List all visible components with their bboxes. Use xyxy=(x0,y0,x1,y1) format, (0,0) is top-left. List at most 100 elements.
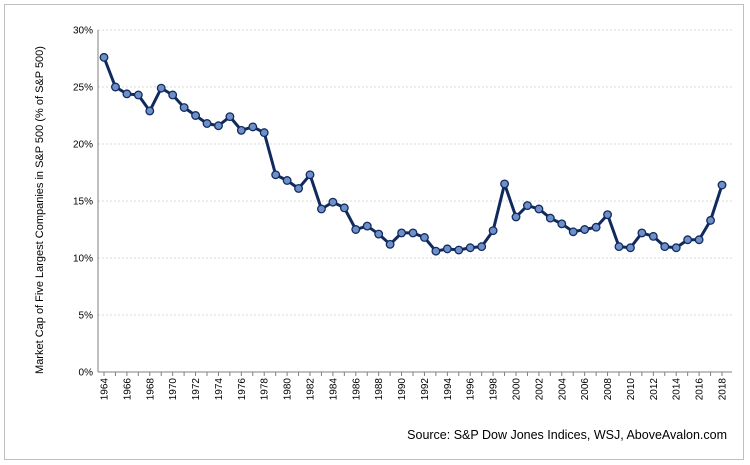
x-tick-label-1986: 1986 xyxy=(351,378,362,401)
data-point-1987 xyxy=(362,221,372,231)
y-tick-label-15: 15% xyxy=(73,197,93,208)
data-point-2014 xyxy=(671,243,681,253)
data-point-1980 xyxy=(282,176,292,185)
x-tick-label-2012: 2012 xyxy=(649,378,660,401)
data-point-1989 xyxy=(385,239,395,249)
x-tick-label-1970: 1970 xyxy=(168,378,179,401)
data-point-2016 xyxy=(694,235,704,245)
x-tick-label-1976: 1976 xyxy=(237,378,248,401)
y-tick-label-5: 5% xyxy=(79,311,94,322)
data-point-1993 xyxy=(431,246,441,256)
data-point-2009 xyxy=(614,242,624,252)
data-point-2008 xyxy=(603,210,613,220)
data-point-1985 xyxy=(339,203,349,213)
data-point-2006 xyxy=(580,225,590,234)
x-tick-label-1980: 1980 xyxy=(283,378,294,401)
data-points xyxy=(99,52,727,256)
data-point-1997 xyxy=(477,242,487,252)
data-point-1973 xyxy=(202,119,212,128)
y-tick-label-0: 0% xyxy=(79,368,94,379)
x-tick-label-1988: 1988 xyxy=(374,378,385,401)
data-point-2004 xyxy=(557,219,567,229)
data-point-2017 xyxy=(706,215,716,225)
data-point-1999 xyxy=(500,179,510,189)
data-point-2000 xyxy=(511,212,521,222)
data-point-2018 xyxy=(717,180,727,190)
series-line xyxy=(102,55,724,253)
x-tick-label-1978: 1978 xyxy=(260,378,271,401)
x-tick-label-1996: 1996 xyxy=(466,378,477,401)
data-point-2010 xyxy=(625,243,635,253)
data-point-1995 xyxy=(454,245,464,255)
data-point-1983 xyxy=(316,204,326,214)
data-point-2001 xyxy=(522,201,532,211)
data-point-1977 xyxy=(248,122,258,132)
data-point-1969 xyxy=(156,83,166,93)
data-point-1976 xyxy=(236,125,246,135)
x-tick-label-2004: 2004 xyxy=(557,378,568,401)
data-point-1982 xyxy=(305,170,315,180)
data-point-1971 xyxy=(179,103,189,112)
data-point-1994 xyxy=(442,244,452,254)
data-point-1984 xyxy=(328,197,338,207)
data-point-1988 xyxy=(374,229,384,239)
gridlines xyxy=(98,29,732,316)
x-tick-label-1968: 1968 xyxy=(145,378,156,401)
x-tick-label-1994: 1994 xyxy=(443,378,454,401)
y-axis-title: Market Cap of Five Largest Companies in … xyxy=(34,46,46,374)
data-point-2002 xyxy=(534,204,544,214)
data-point-1968 xyxy=(145,106,155,116)
data-point-1970 xyxy=(168,90,178,100)
y-tick-label-25: 25% xyxy=(73,83,93,94)
x-tick-label-2018: 2018 xyxy=(718,378,729,401)
data-point-1967 xyxy=(133,90,143,100)
axes xyxy=(97,30,732,376)
data-point-2015 xyxy=(683,235,693,245)
data-point-1992 xyxy=(419,233,429,242)
data-point-1966 xyxy=(122,89,132,99)
data-point-2005 xyxy=(568,227,578,237)
data-point-1965 xyxy=(110,82,120,92)
y-tick-labels: 0% 5% 10% 15% 20% 25% 30% xyxy=(73,26,93,379)
data-point-1998 xyxy=(488,226,498,236)
x-tick-labels: 1964 1966 1968 1970 1972 1974 1976 1978 1980 1982… xyxy=(100,378,729,401)
data-point-1979 xyxy=(271,170,281,180)
data-point-2003 xyxy=(545,213,555,223)
x-tick-label-1972: 1972 xyxy=(191,378,202,401)
x-tick-label-2000: 2000 xyxy=(512,378,523,401)
x-tick-label-2010: 2010 xyxy=(626,378,637,401)
x-tick-label-2002: 2002 xyxy=(534,378,545,401)
x-tick-label-1964: 1964 xyxy=(100,378,111,401)
data-point-2012 xyxy=(648,231,658,241)
source-note: Source: S&P Dow Jones Indices, WSJ, Abov… xyxy=(407,428,727,442)
x-tick-label-2016: 2016 xyxy=(695,378,706,401)
data-point-1990 xyxy=(397,228,407,238)
data-point-2007 xyxy=(591,222,601,232)
x-tick-label-1966: 1966 xyxy=(122,378,133,401)
data-point-2013 xyxy=(660,242,670,252)
x-tick-label-1982: 1982 xyxy=(306,378,317,401)
data-point-1964 xyxy=(99,52,109,62)
x-tick-label-2014: 2014 xyxy=(672,378,683,401)
y-tick-label-30: 30% xyxy=(73,26,93,37)
data-point-1978 xyxy=(259,128,269,138)
x-tick-label-2008: 2008 xyxy=(603,378,614,401)
data-point-2011 xyxy=(637,228,647,238)
y-tick-label-20: 20% xyxy=(73,140,93,151)
data-series xyxy=(102,55,724,253)
x-tick-label-1984: 1984 xyxy=(328,378,339,401)
x-tick-label-1990: 1990 xyxy=(397,378,408,401)
x-tick-label-2006: 2006 xyxy=(580,378,591,401)
data-point-1991 xyxy=(408,228,418,238)
data-point-1986 xyxy=(351,225,361,234)
data-point-1996 xyxy=(465,243,475,253)
data-point-1974 xyxy=(213,121,223,131)
data-point-1975 xyxy=(225,112,235,122)
x-tick-label-1974: 1974 xyxy=(214,378,225,401)
data-point-1972 xyxy=(191,111,201,120)
x-tick-label-1992: 1992 xyxy=(420,378,431,401)
data-point-1981 xyxy=(294,184,304,193)
x-tick-label-1998: 1998 xyxy=(489,378,500,401)
y-tick-label-10: 10% xyxy=(73,254,93,265)
